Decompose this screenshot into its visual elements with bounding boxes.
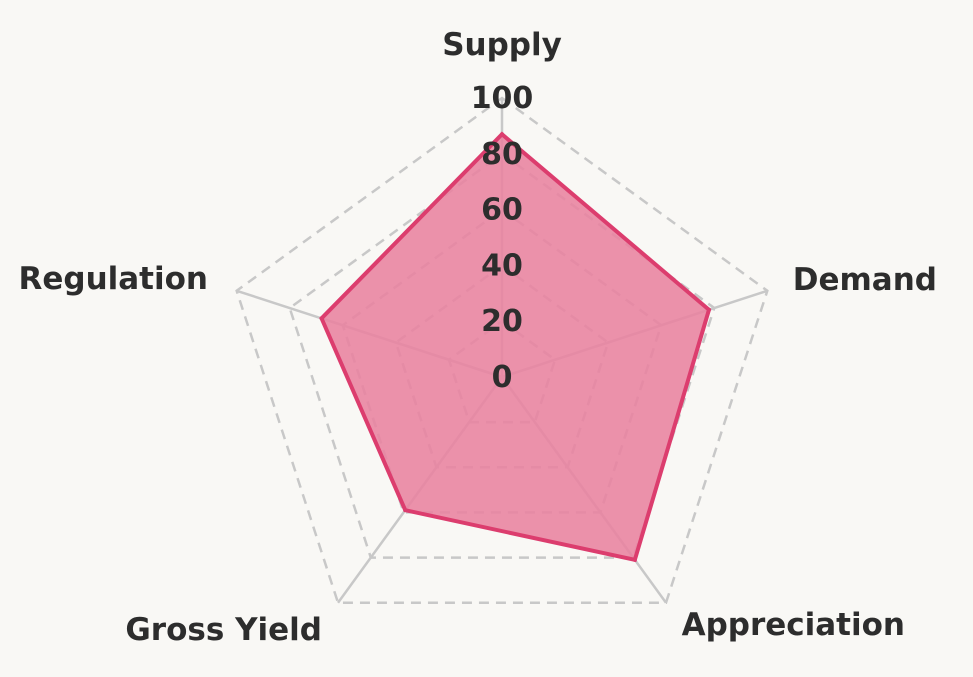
radar-series-layer <box>319 131 712 563</box>
series-point-supply <box>500 132 504 137</box>
tick-label-100: 100 <box>471 81 534 116</box>
tick-label-0: 0 <box>492 360 513 395</box>
grid-ring-80 <box>288 152 716 559</box>
tick-label-40: 40 <box>481 248 523 283</box>
series-area-0 <box>319 131 712 563</box>
tick-label-60: 60 <box>481 193 523 228</box>
axis-labels: Supply Demand Appreciation Gross Yield Regul… <box>18 27 937 648</box>
axis-label-regulation: Regulation <box>18 261 208 297</box>
radial-tick-labels: 0 20 40 60 80 100 <box>471 81 534 395</box>
series-point-demand <box>706 307 711 312</box>
axis-label-appreciation: Appreciation <box>682 607 905 643</box>
series-point-gross-yield <box>403 508 408 513</box>
tick-label-80: 80 <box>481 137 523 172</box>
axis-label-demand: Demand <box>793 262 937 298</box>
axis-label-gross-yield: Gross Yield <box>125 612 322 648</box>
series-point-regulation <box>319 316 324 321</box>
grid-ring-100 <box>235 96 769 604</box>
axis-label-supply: Supply <box>442 27 562 63</box>
tick-label-20: 20 <box>481 304 523 339</box>
series-point-appreciation <box>632 557 637 562</box>
